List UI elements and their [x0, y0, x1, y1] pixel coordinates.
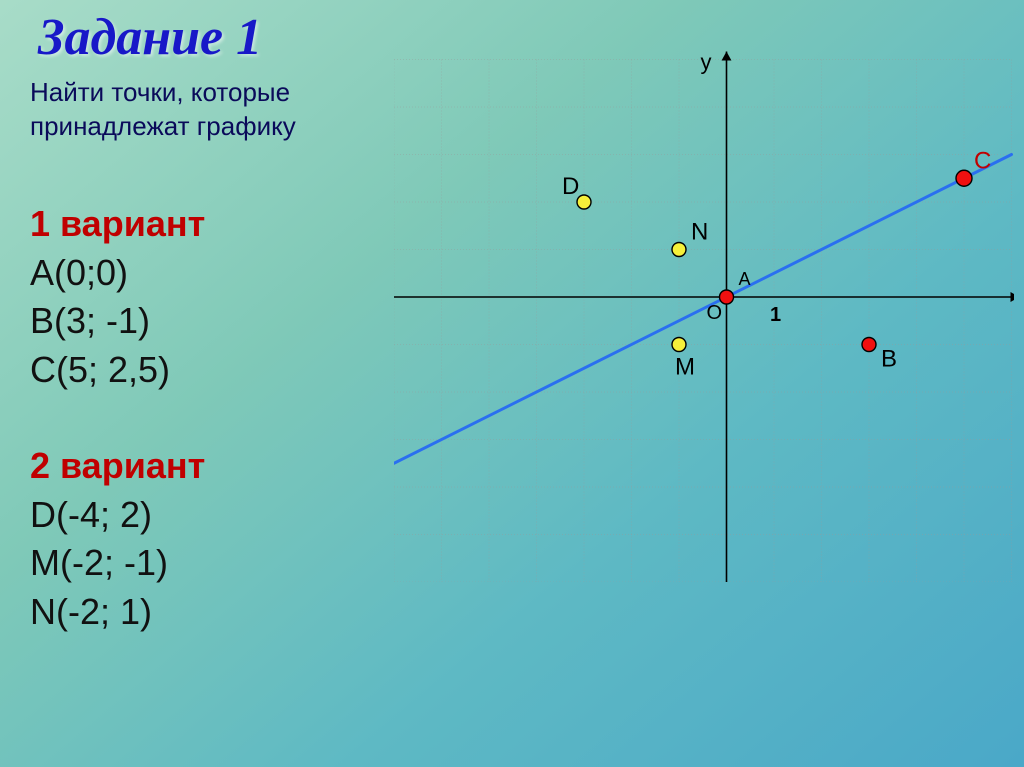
variant-1-block: 1 вариант А(0;0) В(3; -1) С(5; 2,5) — [30, 200, 205, 394]
svg-text:1: 1 — [770, 304, 781, 326]
variant-2-block: 2 вариант D(-4; 2) M(-2; -1) N(-2; 1) — [30, 442, 205, 636]
chart-svg: хуO1DNMABC — [394, 22, 1014, 582]
svg-text:N: N — [691, 219, 708, 246]
svg-text:A: A — [739, 269, 751, 289]
variant-2-heading: 2 вариант — [30, 445, 205, 486]
variant-1-heading: 1 вариант — [30, 203, 205, 244]
task-prompt: Найти точки, которые принадлежат графику — [30, 76, 296, 144]
variant-2-point-m: M(-2; -1) — [30, 542, 168, 583]
variant-1-point-a: А(0;0) — [30, 252, 128, 293]
variant-1-point-c: С(5; 2,5) — [30, 349, 170, 390]
svg-text:M: M — [675, 354, 695, 381]
svg-text:O: O — [707, 302, 723, 324]
prompt-line-2: принадлежат графику — [30, 111, 296, 141]
svg-text:B: B — [881, 346, 897, 373]
coordinate-chart: хуO1DNMABC — [394, 22, 1014, 587]
prompt-line-1: Найти точки, которые — [30, 77, 290, 107]
svg-text:D: D — [562, 173, 579, 200]
task-title: Задание 1 — [38, 8, 262, 67]
svg-text:у: у — [701, 50, 712, 75]
svg-text:C: C — [974, 147, 991, 174]
variant-2-point-n: N(-2; 1) — [30, 591, 152, 632]
slide: Задание 1 Найти точки, которые принадлеж… — [0, 0, 1024, 767]
variant-2-point-d: D(-4; 2) — [30, 494, 152, 535]
variant-1-point-b: В(3; -1) — [30, 300, 150, 341]
